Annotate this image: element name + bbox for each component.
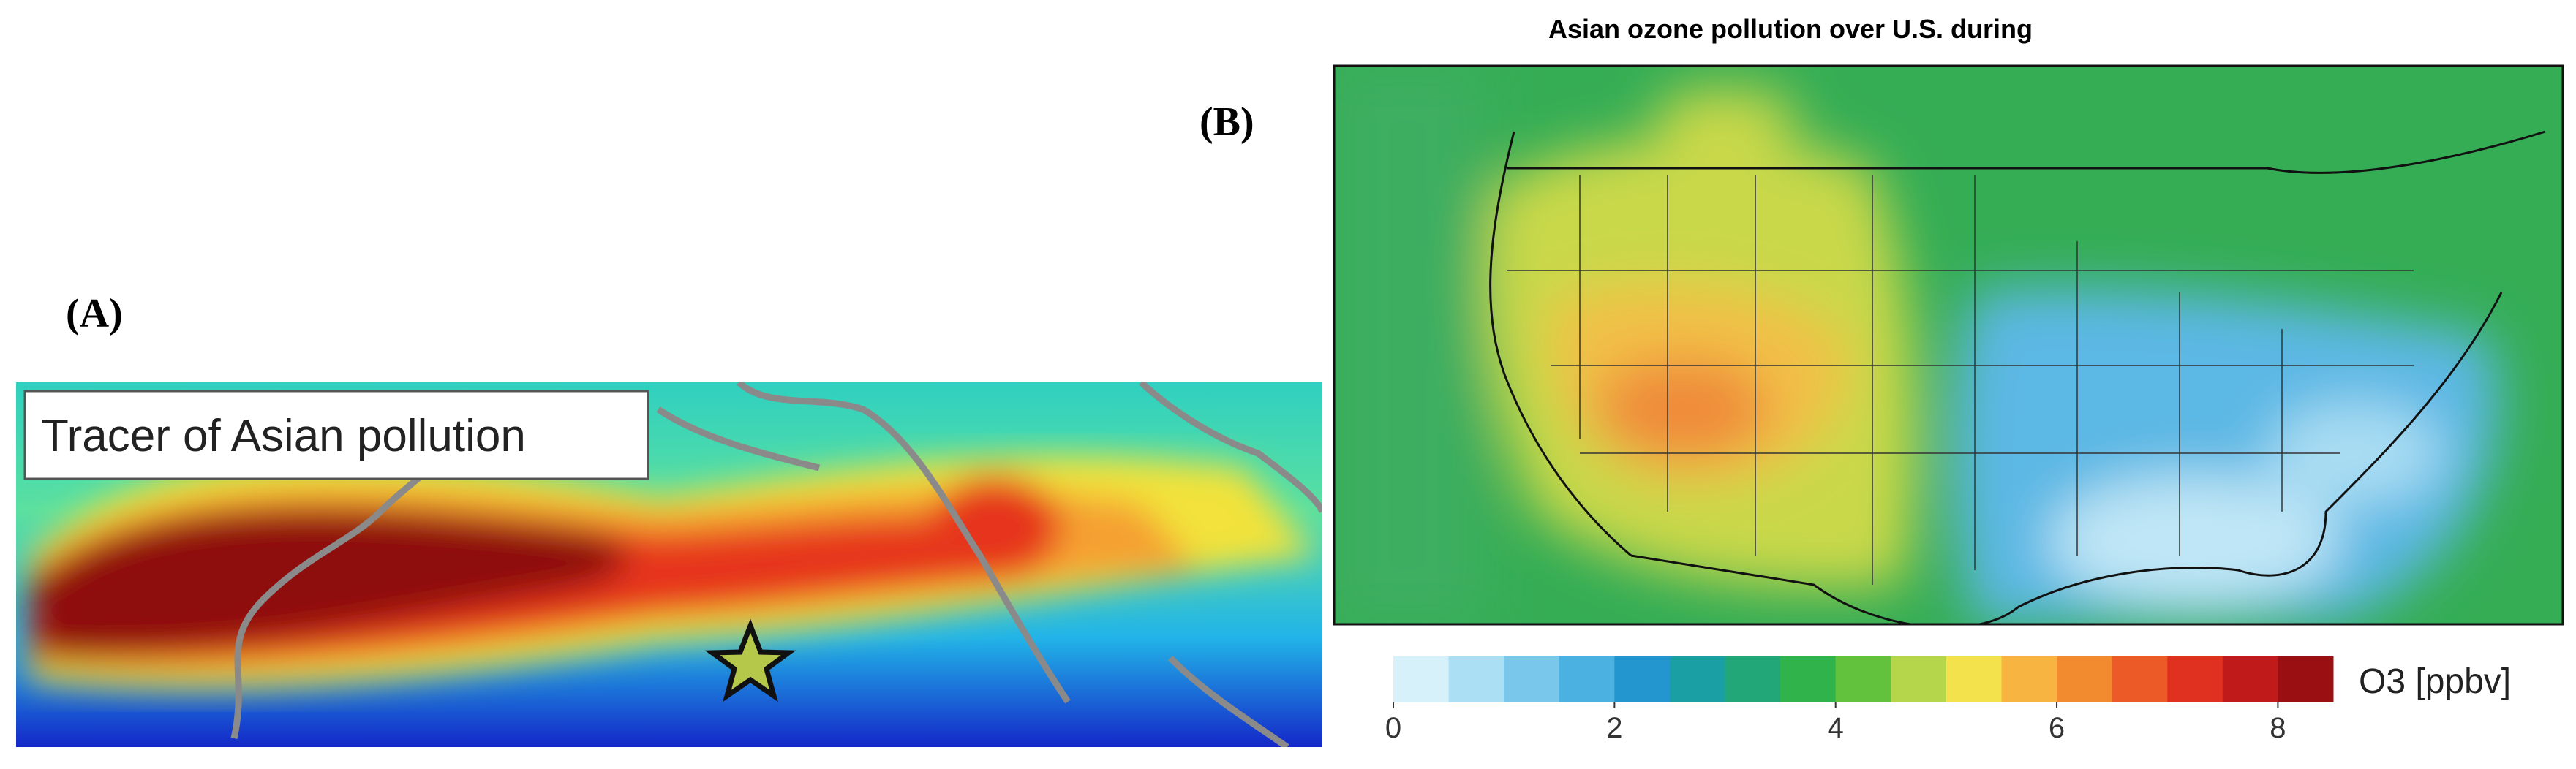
colorbar-cell <box>2057 656 2113 702</box>
colorbar-cell <box>2112 656 2168 702</box>
tick-label: 0 <box>1385 712 1401 744</box>
panel-label: (A) <box>66 291 123 336</box>
colorbar-cell <box>2278 656 2334 702</box>
map-b <box>1334 66 2563 624</box>
colorbar-cell <box>1504 656 1560 702</box>
map-a <box>16 382 1322 747</box>
colorbar-cell <box>1669 656 1726 702</box>
legend-text: Tracer of Asian pollution <box>41 411 526 461</box>
colorbar: 0 2 4 6 8 <box>1385 656 2334 744</box>
map-title: Asian ozone pollution over U.S. during <box>1548 14 2033 44</box>
panel-label: (B) <box>1200 99 1254 145</box>
colorbar-cell <box>1614 656 1671 702</box>
legend-box <box>23 390 649 480</box>
colorbar-cell <box>2167 656 2223 702</box>
colorbar-cell <box>1448 656 1504 702</box>
tick-label: 8 <box>2270 712 2286 744</box>
colorbar-cell <box>1780 656 1837 702</box>
colorbar-cell <box>1835 656 1891 702</box>
colorbar-cell <box>1946 656 2002 702</box>
colorbar-cell <box>2222 656 2278 702</box>
tick-label: 4 <box>1828 712 1844 744</box>
colorbar-label: O3 [ppbv] <box>2359 662 2511 701</box>
colorbar-cell <box>1559 656 1615 702</box>
colorbar-cell <box>1393 656 1450 702</box>
colorbar-cell <box>1891 656 1947 702</box>
colorbar-cell <box>2001 656 2057 702</box>
colorbar-cell <box>1725 656 1781 702</box>
tick-label: 6 <box>2049 712 2065 744</box>
tick-label: 2 <box>1606 712 1622 744</box>
